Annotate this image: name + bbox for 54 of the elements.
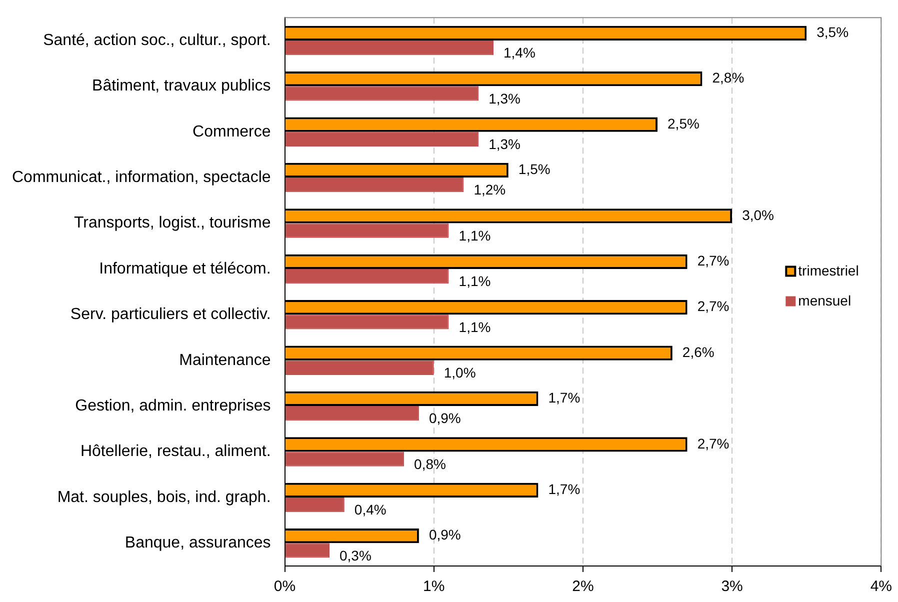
bar <box>285 543 330 558</box>
x-tick-label: 1% <box>423 578 445 596</box>
y-tick-label: Maintenance <box>179 352 271 369</box>
legend-label: trimestriel <box>798 262 859 279</box>
y-tick-label: Informatique et télécom. <box>99 260 271 278</box>
bar <box>285 178 464 192</box>
data-label: 1,7% <box>548 480 580 497</box>
y-tick-label: Santé, action soc., cultur., sport. <box>43 32 271 49</box>
data-label: 0,4% <box>354 502 386 518</box>
x-tick-label: 0% <box>274 578 296 596</box>
bar <box>285 406 419 421</box>
legend-label: mensuel <box>798 292 852 309</box>
data-label: 2,8% <box>712 70 744 86</box>
y-tick-label: Banque, assurances <box>124 534 271 552</box>
data-label: 1,1% <box>458 227 491 244</box>
data-label: 0,9% <box>428 410 461 426</box>
x-tick-label: 3% <box>721 578 743 596</box>
data-label: 2,7% <box>697 252 730 268</box>
data-label: 1,0% <box>444 364 476 381</box>
data-label: 0,9% <box>428 526 461 543</box>
y-tick-label: Commerce <box>192 123 271 140</box>
bar <box>285 86 479 101</box>
data-label: 1,7% <box>548 390 580 406</box>
data-label: 1,3% <box>488 136 521 152</box>
bar <box>285 223 449 238</box>
y-tick-label: Serv. particuliers et collectiv. <box>70 306 271 324</box>
data-label: 1,2% <box>474 182 506 198</box>
y-tick-label: Mat. souples, bois, ind. graph. <box>57 488 271 506</box>
bar <box>285 360 434 375</box>
data-label: 2,5% <box>668 115 700 132</box>
data-label: 1,4% <box>504 44 536 61</box>
data-label: 1,1% <box>458 273 491 290</box>
data-label: 3,5% <box>816 24 849 40</box>
y-tick-label: Hôtellerie, restau., aliment. <box>80 443 271 460</box>
data-label: 2,6% <box>682 344 714 360</box>
data-label: 0,8% <box>414 456 446 472</box>
y-tick-label: Bâtiment, travaux publics <box>92 78 271 95</box>
bar <box>285 268 449 284</box>
data-label: 1,1% <box>458 318 491 335</box>
y-tick-label: Gestion, admin. entreprises <box>75 397 271 414</box>
bar <box>285 314 449 330</box>
data-label: 2,7% <box>697 435 730 452</box>
data-label: 1,3% <box>488 90 521 106</box>
bar <box>285 40 494 56</box>
x-tick-label: 2% <box>572 578 594 596</box>
y-tick-label: Communicat., information, spectacle <box>12 168 271 186</box>
data-label: 0,3% <box>340 547 372 564</box>
data-label: 2,7% <box>697 298 730 314</box>
y-tick-label: Transports, logist., tourisme <box>74 214 271 232</box>
data-label: 3,0% <box>742 206 774 223</box>
bar <box>285 132 479 146</box>
bar <box>285 452 404 466</box>
data-label: 1,5% <box>518 161 550 178</box>
x-tick-label: 4% <box>870 578 892 596</box>
